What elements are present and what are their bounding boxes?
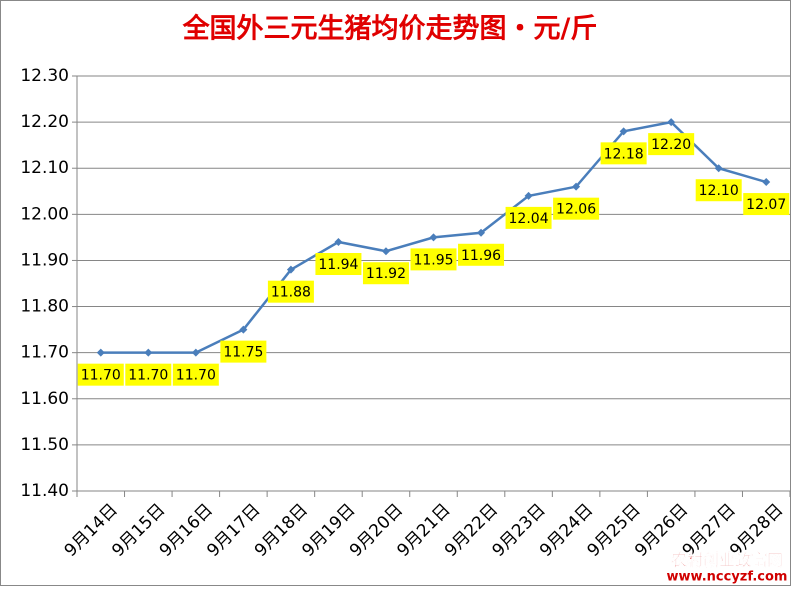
data-label-box <box>220 340 267 363</box>
data-label-box <box>172 363 219 386</box>
marker <box>572 182 581 191</box>
data-label: 12.18 <box>604 146 644 162</box>
data-label: 11.70 <box>128 368 168 384</box>
marker <box>429 233 438 242</box>
y-tick-label: 12.10 <box>20 158 69 178</box>
data-label: 12.06 <box>556 202 596 218</box>
marker <box>714 164 723 173</box>
watermark: www.nccyzf.com <box>667 570 788 585</box>
watermark: 农村创业致富网 <box>670 551 783 570</box>
y-tick-label: 11.80 <box>20 297 69 317</box>
data-label: 12.04 <box>509 211 549 227</box>
data-label-box <box>743 193 790 216</box>
data-label-box <box>553 197 600 220</box>
data-label: 11.95 <box>413 252 453 268</box>
marker <box>381 247 390 256</box>
chart-title: 全国外三元生猪均价走势图・元/斤 <box>182 13 598 45</box>
data-label-box <box>125 363 172 386</box>
marker <box>762 178 771 187</box>
y-tick-label: 12.20 <box>20 112 69 132</box>
data-label: 11.88 <box>271 285 311 301</box>
marker <box>667 118 676 127</box>
data-label: 12.20 <box>651 137 691 153</box>
marker <box>239 325 248 334</box>
marker <box>96 348 105 357</box>
marker <box>144 348 153 357</box>
data-label: 12.10 <box>699 183 739 199</box>
data-label: 12.07 <box>746 197 786 213</box>
data-label-box <box>267 280 314 303</box>
data-label: 11.75 <box>223 345 263 361</box>
data-label: 11.70 <box>176 368 216 384</box>
data-label: 11.70 <box>81 368 121 384</box>
data-label-box <box>648 133 695 156</box>
data-label: 11.94 <box>318 257 358 273</box>
marker <box>619 127 628 136</box>
y-tick-label: 11.60 <box>20 389 69 409</box>
y-tick-label: 12.30 <box>20 66 69 86</box>
data-label-box <box>695 179 742 202</box>
y-tick-label: 11.90 <box>20 250 69 270</box>
data-label-box <box>77 363 124 386</box>
y-tick-label: 12.00 <box>20 204 69 224</box>
data-label-box <box>362 262 409 285</box>
data-label-box <box>600 142 647 165</box>
data-label-box <box>315 253 362 275</box>
data-label: 11.92 <box>366 266 406 282</box>
marker <box>191 348 200 357</box>
y-tick-label: 11.70 <box>20 343 69 363</box>
data-label-box <box>410 248 457 271</box>
marker <box>286 265 295 274</box>
marker <box>524 191 533 200</box>
data-label-box <box>505 206 552 229</box>
marker <box>477 228 486 237</box>
data-label-box <box>458 243 505 266</box>
data-label: 11.96 <box>461 248 501 264</box>
y-tick-label: 11.50 <box>20 435 69 455</box>
marker <box>334 238 343 246</box>
y-tick-label: 11.40 <box>20 481 69 501</box>
